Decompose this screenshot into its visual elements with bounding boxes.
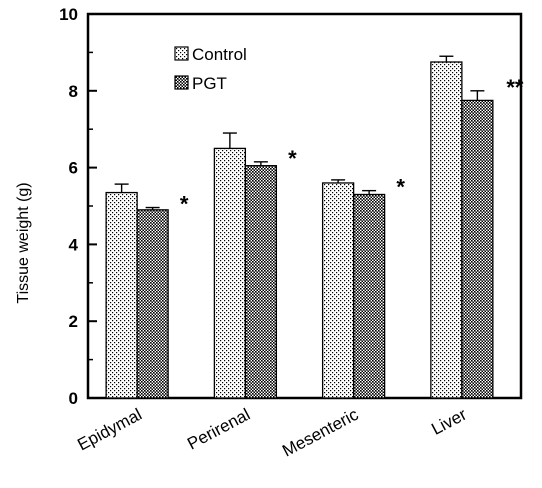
bar-pgt-liver (461, 99, 494, 399)
plot-area: ***** (86, 12, 524, 400)
bar-control-perirenal (213, 147, 247, 399)
y-axis: 0 2 4 6 8 10 (59, 5, 97, 408)
bar-control-liver (430, 61, 463, 399)
y-tick-label: 2 (69, 312, 78, 331)
legend-swatch-pgt (174, 75, 189, 90)
legend: Control PGT (174, 45, 247, 93)
bar-pgt-epidymal (136, 209, 169, 399)
legend-swatch-control (174, 46, 189, 61)
significance-marker: * (288, 146, 297, 171)
significance-marker: * (396, 175, 405, 200)
bar-pgt-perirenal (244, 165, 278, 399)
x-tick-label-epidymal: Epidymal (74, 405, 145, 455)
y-tick-label: 6 (69, 159, 78, 178)
significance-marker: ** (506, 75, 524, 100)
y-tick-label: 8 (69, 82, 78, 101)
x-axis: Epidymal Perirenal Mesenteric Liver (74, 405, 470, 461)
legend-label-pgt: PGT (192, 74, 227, 93)
y-axis-label: Tissue weight (g) (15, 182, 32, 303)
bar-control-epidymal (105, 191, 138, 399)
x-tick-label-liver: Liver (428, 405, 470, 439)
x-tick-label-mesenteric: Mesenteric (279, 405, 362, 461)
legend-label-control: Control (192, 45, 247, 64)
bar-control-mesenteric (321, 182, 355, 399)
bar-pgt-mesenteric (352, 193, 386, 399)
y-tick-label: 0 (69, 389, 78, 408)
x-tick-label-perirenal: Perirenal (184, 405, 253, 454)
significance-marker: * (180, 192, 189, 217)
y-tick-label: 4 (69, 235, 79, 254)
y-tick-label: 10 (59, 5, 78, 24)
